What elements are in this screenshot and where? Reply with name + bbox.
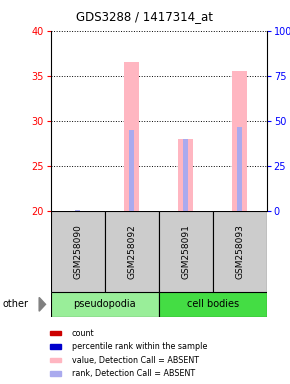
- Text: count: count: [72, 329, 95, 338]
- Bar: [178, 139, 193, 211]
- Bar: [237, 127, 242, 211]
- Text: pseudopodia: pseudopodia: [73, 299, 136, 310]
- Bar: [50, 358, 61, 362]
- Bar: [50, 344, 61, 349]
- Text: GSM258092: GSM258092: [127, 224, 136, 279]
- Bar: [213, 211, 267, 292]
- Text: GSM258090: GSM258090: [73, 224, 82, 279]
- Text: percentile rank within the sample: percentile rank within the sample: [72, 342, 207, 351]
- Text: other: other: [3, 299, 29, 310]
- Bar: [159, 292, 267, 317]
- Text: rank, Detection Call = ABSENT: rank, Detection Call = ABSENT: [72, 369, 195, 378]
- Bar: [50, 371, 61, 376]
- Text: value, Detection Call = ABSENT: value, Detection Call = ABSENT: [72, 356, 199, 364]
- Bar: [105, 211, 159, 292]
- Text: cell bodies: cell bodies: [187, 299, 239, 310]
- Bar: [51, 211, 105, 292]
- Text: GDS3288 / 1417314_at: GDS3288 / 1417314_at: [77, 10, 213, 23]
- Bar: [124, 62, 139, 211]
- Bar: [129, 130, 135, 211]
- Text: GSM258091: GSM258091: [181, 224, 190, 279]
- Bar: [232, 71, 247, 211]
- Text: GSM258093: GSM258093: [235, 224, 244, 279]
- Polygon shape: [39, 298, 46, 311]
- Bar: [183, 139, 188, 211]
- Bar: [50, 331, 61, 335]
- Bar: [159, 211, 213, 292]
- Bar: [75, 210, 80, 211]
- Bar: [51, 292, 159, 317]
